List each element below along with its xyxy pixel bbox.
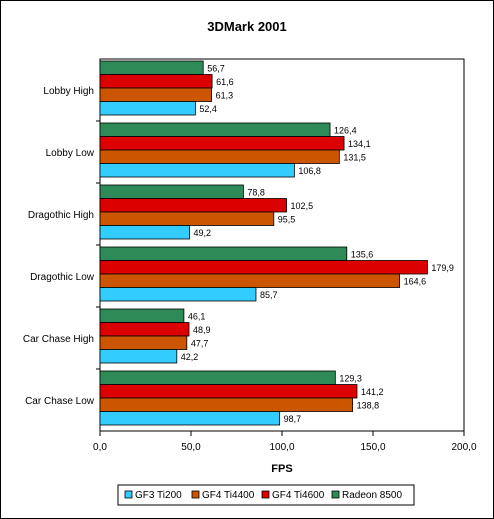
bar-value-label: 134,1	[348, 139, 371, 149]
bar-value-label: 61,3	[216, 90, 234, 100]
legend-swatch	[124, 490, 133, 499]
bar	[99, 74, 213, 89]
bar-value-label: 95,5	[278, 214, 296, 224]
legend-swatch	[191, 490, 200, 499]
bar	[99, 184, 244, 199]
category-label: Lobby Low	[46, 148, 95, 159]
bar-value-label: 49,2	[194, 228, 212, 238]
bar-value-label: 106,8	[298, 166, 321, 176]
bar-value-label: 126,4	[334, 125, 357, 135]
bar-value-label: 164,6	[404, 276, 427, 286]
bar-value-label: 179,9	[431, 263, 454, 273]
bar-value-label: 98,7	[284, 414, 302, 424]
legend-swatch	[261, 490, 270, 499]
bar	[99, 225, 190, 240]
bar-value-label: 138,8	[357, 400, 380, 410]
bar-value-label: 78,8	[247, 187, 265, 197]
bar	[99, 163, 295, 178]
bar	[99, 308, 185, 323]
bar	[99, 87, 212, 102]
bar	[99, 370, 336, 385]
bar-value-label: 46,1	[188, 311, 206, 321]
legend-entry: GF3 Ti200	[135, 490, 182, 501]
category-label: Car Chase Low	[25, 396, 95, 407]
x-tick-label: 0,0	[93, 442, 107, 453]
legend: GF3 Ti200 GF4 Ti4400 GF4 Ti4600 Radeon 8500	[117, 484, 415, 506]
bar-value-label: 141,2	[361, 387, 384, 397]
x-tick-label: 50,0	[181, 442, 201, 453]
category-label: Car Chase High	[23, 334, 94, 345]
bar	[99, 260, 428, 275]
bar-value-label: 135,6	[351, 249, 374, 259]
bar	[99, 397, 354, 412]
x-tick-label: 200,0	[451, 442, 476, 453]
bar	[99, 349, 178, 364]
bar	[99, 122, 331, 137]
bar	[99, 246, 348, 261]
bar-value-label: 102,5	[291, 201, 314, 211]
x-axis-label: FPS	[271, 463, 292, 475]
plot-area	[99, 58, 465, 432]
bar	[99, 198, 287, 213]
bar	[99, 384, 358, 399]
category-label: Dragothic Low	[30, 272, 95, 283]
chart-title: 3DMark 2001	[207, 19, 287, 34]
y-axis: Lobby High Lobby Low Dragothic High Dragoth…	[23, 86, 100, 407]
bar	[99, 101, 196, 116]
bar-value-label: 129,3	[339, 373, 362, 383]
x-tick-label: 150,0	[360, 442, 385, 453]
bar	[99, 411, 281, 426]
bar-value-label: 42,2	[181, 352, 199, 362]
category-label: Dragothic High	[28, 210, 94, 221]
bar-value-label: 56,7	[207, 63, 225, 73]
bar-value-label: 61,6	[216, 77, 234, 87]
bar	[99, 335, 188, 350]
bar	[99, 211, 275, 226]
bars-group: 56,7 61,6 61,3 52,4 126,4 134,1 131,5 106,8 78,8…	[99, 60, 454, 426]
x-axis: 0,0 50,0 100,0 150,0 200,0	[93, 431, 477, 453]
legend-entry: Radeon 8500	[342, 490, 402, 501]
bar-value-label: 85,7	[260, 290, 278, 300]
legend-swatch	[331, 490, 340, 499]
legend-entry: GF4 Ti4600	[272, 490, 325, 501]
bar	[99, 136, 345, 151]
bar-value-label: 131,5	[343, 152, 366, 162]
bar	[99, 149, 340, 164]
bar	[99, 322, 190, 337]
bar-value-label: 52,4	[199, 104, 217, 114]
bar	[99, 60, 204, 75]
legend-entry: GF4 Ti4400	[202, 490, 255, 501]
x-tick-label: 100,0	[269, 442, 294, 453]
bar-value-label: 48,9	[193, 325, 211, 335]
bar-value-label: 47,7	[191, 338, 209, 348]
bar	[99, 273, 400, 288]
bar	[99, 287, 257, 302]
category-label: Lobby High	[43, 86, 94, 97]
